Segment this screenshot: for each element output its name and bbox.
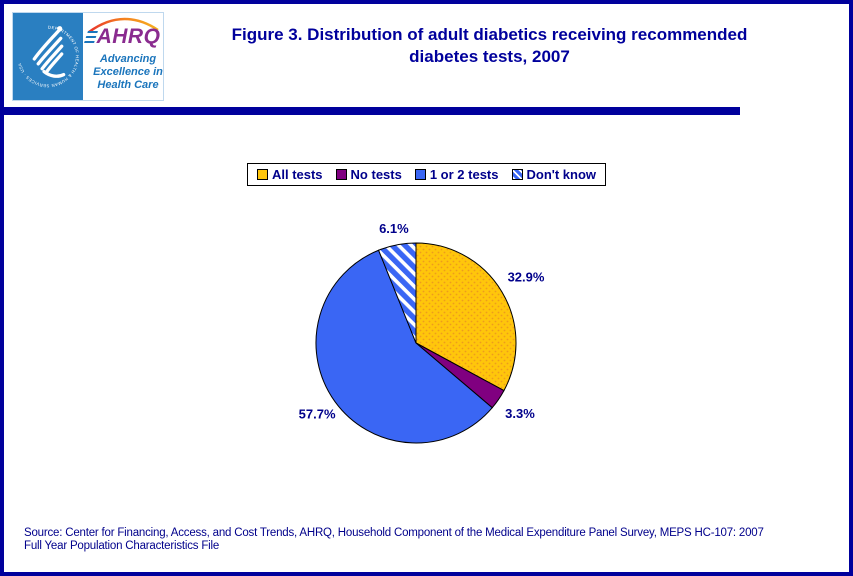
hhs-ring-text: DEPARTMENT OF HEALTH & HUMAN SERVICES · … <box>17 25 80 89</box>
pie-slice-all-tests <box>415 242 517 392</box>
legend-label-all-tests: All tests <box>271 167 323 182</box>
legend-label-don-t-know: Don't know <box>526 167 597 182</box>
ahrq-arc-icon <box>88 17 159 33</box>
ahrq-logo: AHRQ Advancing Excellence in Health Care <box>83 13 163 100</box>
pie-chart: 32.9% 3.3% 57.7% 6.1% <box>299 221 545 444</box>
chart-legend: All tests No tests 1 or 2 tests Don't know <box>4 163 849 186</box>
source-line-2: Full Year Population Characteristics Fil… <box>24 540 220 552</box>
pie-value-label-no-tests: 3.3% <box>505 406 535 421</box>
legend-swatch-no-tests <box>335 169 347 180</box>
hhs-logo: DEPARTMENT OF HEALTH & HUMAN SERVICES · … <box>13 13 83 100</box>
figure-title: Figure 3. Distribution of adult diabetic… <box>170 24 809 68</box>
legend-label-1-or-2-tests: 1 or 2 tests <box>429 167 499 182</box>
hhs-eagle-icon: DEPARTMENT OF HEALTH & HUMAN SERVICES · … <box>17 25 80 89</box>
header-rule <box>4 107 740 115</box>
ahrq-acronym: AHRQ <box>96 25 161 48</box>
legend-item-1-or-2-tests: 1 or 2 tests <box>414 167 499 182</box>
ahrq-hhs-logo: DEPARTMENT OF HEALTH & HUMAN SERVICES · … <box>12 12 164 101</box>
ahrq-speedlines-icon <box>83 31 98 44</box>
pie-slice-1-or-2-tests <box>315 249 493 444</box>
legend-swatch-don-t-know <box>511 169 523 180</box>
source-line-1: Source: Center for Financing, Access, an… <box>24 527 764 539</box>
legend-item-all-tests: All tests <box>256 167 323 182</box>
ahrq-tagline: Advancing Excellence in Health Care <box>93 53 163 91</box>
legend-swatch-all-tests <box>256 169 268 180</box>
legend-item-no-tests: No tests <box>335 167 402 182</box>
source-note: Source: Center for Financing, Access, an… <box>24 527 839 553</box>
pie-value-label-all-tests: 32.9% <box>508 270 545 285</box>
svg-text:DEPARTMENT OF HEALTH & HUMAN S: DEPARTMENT OF HEALTH & HUMAN SERVICES · … <box>17 25 80 89</box>
pie-slice-don-t-know <box>377 242 417 344</box>
pie-value-label-don-t-know: 6.1% <box>379 221 409 236</box>
legend-box: All tests No tests 1 or 2 tests Don't know <box>246 163 607 186</box>
figure-title-text: Figure 3. Distribution of adult diabetic… <box>231 25 748 66</box>
pie-value-label-1-or-2-tests: 57.7% <box>299 406 336 421</box>
legend-label-no-tests: No tests <box>350 167 402 182</box>
legend-swatch-1-or-2-tests <box>414 169 426 180</box>
legend-item-don-t-know: Don't know <box>511 167 597 182</box>
ahrq-wordmark: AHRQ <box>83 25 163 49</box>
